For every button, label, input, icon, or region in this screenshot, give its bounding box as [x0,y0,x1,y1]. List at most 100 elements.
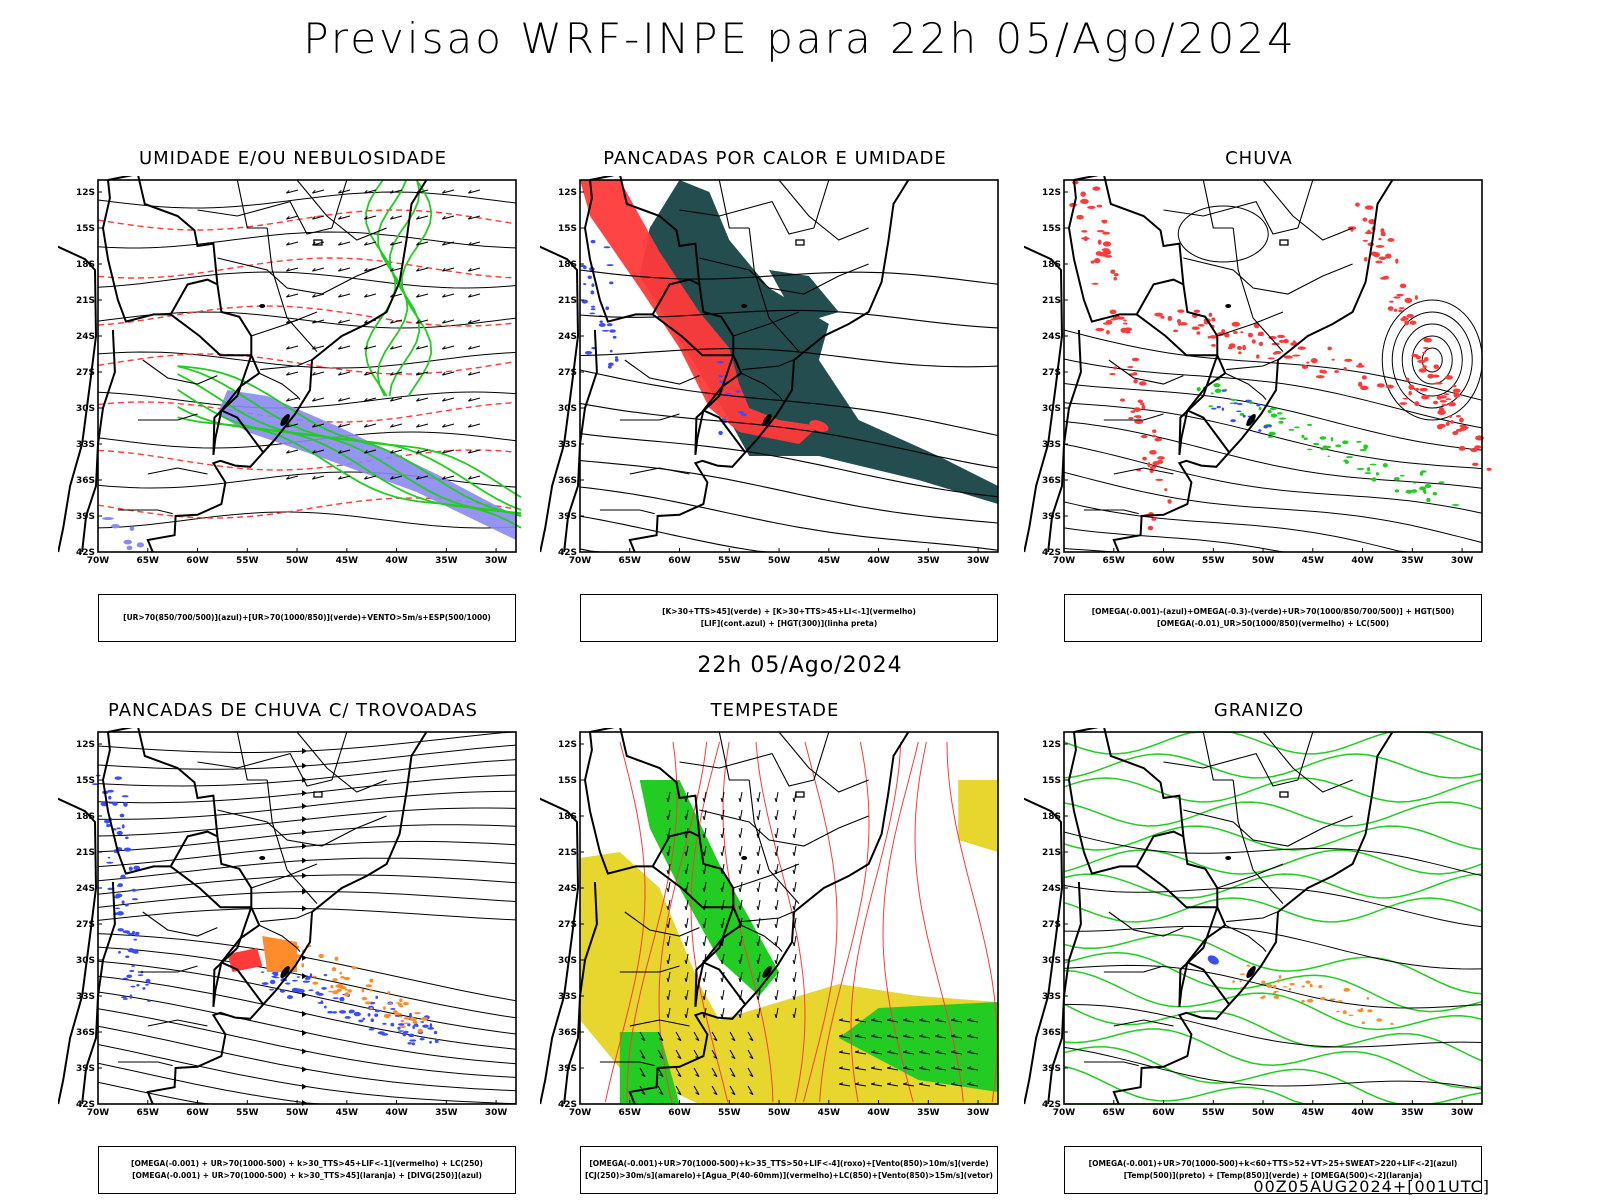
omega-orange [1301,985,1305,988]
divergence-blue [408,1033,415,1038]
hgt500-contour [1063,471,1483,544]
wind-vector [703,881,707,892]
state-border [748,779,800,904]
country-border [107,728,265,1005]
omega-orange [1306,998,1314,1003]
wind-vector-head [792,851,795,857]
wind-vector [675,1067,682,1077]
lat-label: 42S [1042,548,1061,558]
lat-label: 36S [76,1028,95,1038]
wind-vector [416,449,429,454]
wind-vector-head [416,319,420,324]
wind-vector [919,1035,931,1039]
lat-label: 21S [1042,848,1061,858]
rain-red [1133,379,1138,384]
state-border [137,413,198,421]
wind-vector [703,917,707,928]
panel-title: UMIDADE E/OU NEBULOSIDADE [138,148,448,169]
rain-red [1380,228,1385,233]
wind-vector-head [338,397,342,402]
wind-vector [721,845,725,856]
rain-red [1375,244,1385,248]
state-border [1183,257,1353,295]
wind-vector-head [887,1082,892,1085]
divergence-blue [323,974,328,977]
divergence-blue [269,979,276,985]
state-border [740,924,783,952]
wind-vector-head [855,1050,860,1053]
low-pressure-ring [1401,323,1463,397]
divergence-blue [338,1010,347,1014]
divergence-blue [107,789,114,793]
divergence-blue [285,982,291,985]
divergence-blue [116,827,121,830]
rain-green [1270,413,1278,418]
rain-red [1208,312,1213,317]
wind-vector-head [468,475,472,480]
east-coastline [146,179,428,553]
wind-vector [711,1085,718,1095]
wind-vector [747,1031,754,1041]
lif-contour [614,358,619,362]
wind-vector-head [702,869,705,875]
wind-vector-head [903,1066,908,1069]
rain-red [1297,346,1306,350]
country-border [1067,179,1184,323]
wind-vector [667,845,671,856]
low-pressure-ring [1391,311,1473,409]
divergence-blue [390,1008,396,1010]
wind-vector [887,1051,899,1055]
wind-vector-head [792,959,795,965]
wind-vector [390,449,403,454]
rain-red [1422,365,1427,369]
stream-arrow [302,1099,307,1106]
state-border [718,179,750,229]
lat-label: 15S [558,776,577,786]
lake [1246,966,1256,978]
wind-vector [775,881,779,892]
rain-green [1322,445,1329,450]
thickness-contour [97,257,517,279]
instability-red [580,180,819,444]
wind-vector [338,423,351,428]
omega-orange [1367,1009,1373,1013]
wind-vector [667,953,671,964]
lake [280,966,290,978]
rain-red [1421,394,1430,400]
lat-label: 33S [558,992,577,1002]
state-border [197,200,333,235]
panel-chuva: CHUVA 12S 15S 18S 21S 24S 27S 30S 33S 36S 39S 42S 7… [1024,148,1494,642]
wind-vector [286,371,299,376]
wind-vector-head [695,1092,700,1096]
rain-red [1360,385,1369,391]
wind-vector [338,475,351,480]
state-border [742,359,794,371]
map-frame [579,731,999,1105]
rain-red [1228,343,1236,349]
temp850-contour [1063,777,1483,803]
state-border [1103,413,1164,421]
rain-red [1459,427,1467,431]
omega-orange [1390,1022,1394,1025]
thunder-orange [384,1013,392,1017]
temp850-contour [1063,731,1483,755]
lon-label: 45W [818,1108,841,1118]
wind-vector-head [702,815,705,821]
wind-vector-head [702,1013,705,1019]
wind-vector [639,1067,646,1077]
wind-vector [739,863,743,874]
rain-red [1409,320,1417,325]
wind-vector-head [756,995,759,1001]
temp850-contour [1063,1003,1483,1062]
rain-red [1221,329,1226,334]
wind-vector [468,475,481,480]
state-border [1108,911,1184,937]
divergence-blue [286,995,294,1000]
lat-label: 21S [558,848,577,858]
rain-green [1276,412,1283,415]
wind-vector-head [887,1066,892,1069]
rain-red [1331,358,1335,361]
divergence-blue [123,847,132,852]
wind-vector-head [774,923,777,929]
